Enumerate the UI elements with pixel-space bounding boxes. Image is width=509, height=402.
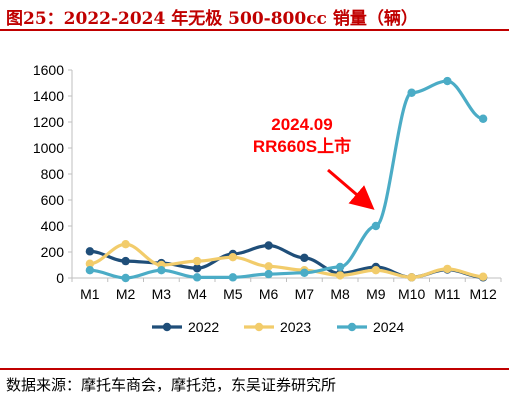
y-tick-label: 600 <box>41 192 65 208</box>
data-point-2024-M10 <box>407 88 416 97</box>
title-rule <box>0 29 509 31</box>
y-axis: 0 200 400 600 800 1000 1200 1400 1600 <box>33 62 73 286</box>
y-tick-label: 1200 <box>33 114 64 130</box>
legend: 2022 2023 2024 <box>152 319 404 335</box>
series-2023 <box>85 240 488 282</box>
x-tick-label: M3 <box>152 286 172 302</box>
legend-swatch-marker <box>347 322 357 332</box>
data-point-2023-M2 <box>121 240 130 249</box>
data-point-2024-M9 <box>371 221 381 231</box>
source-note: 数据来源：摩托车商会，摩托范，东吴证券研究所 <box>6 376 337 394</box>
data-point-2022-M1 <box>85 247 95 256</box>
data-point-2022-M4 <box>192 264 202 273</box>
x-tick-label: M5 <box>223 286 243 302</box>
data-point-2023-M10 <box>407 273 416 282</box>
annotation-arrow <box>327 168 375 210</box>
annotation-date: 2024.09 <box>271 115 332 134</box>
x-tick-label: M4 <box>187 286 207 302</box>
data-point-2024-M6 <box>264 269 273 279</box>
data-point-2023-M4 <box>192 256 202 266</box>
data-point-2024-M8 <box>335 262 345 272</box>
data-point-2022-M7 <box>300 253 309 263</box>
data-point-2023-M1 <box>85 259 95 268</box>
x-tick-label: M7 <box>295 286 315 302</box>
x-tick-label: M8 <box>330 286 350 302</box>
data-point-2024-M2 <box>121 273 130 283</box>
data-point-2024-M5 <box>228 273 238 282</box>
y-tick-label: 400 <box>41 218 65 234</box>
legend-item-2022: 2022 <box>152 319 219 335</box>
series-line-2024 <box>89 79 484 280</box>
data-point-2023-M12 <box>478 272 488 281</box>
y-tick-label: 0 <box>56 270 64 286</box>
data-point-2024-M12 <box>478 114 488 123</box>
legend-swatch-marker <box>254 322 264 332</box>
y-tick-label: 1400 <box>33 88 64 104</box>
data-point-2022-M2 <box>121 256 130 266</box>
x-tick-label: M10 <box>398 286 425 302</box>
data-point-2024-M4 <box>192 273 202 282</box>
x-tick-label: M6 <box>259 286 279 302</box>
data-point-2023-M8 <box>335 271 345 280</box>
data-point-2023-M5 <box>228 253 238 262</box>
annotation-event: RR660S上市 <box>253 136 351 156</box>
data-point-2023-M11 <box>443 264 452 274</box>
x-axis: M1 M2 M3 M4 M5 M6 M7 M8 M9 M10 M11 M12 <box>71 277 502 302</box>
data-point-2024-M1 <box>85 266 95 275</box>
legend-swatch-marker <box>162 322 172 332</box>
x-tick-label: M11 <box>434 286 460 302</box>
data-point-2024-M7 <box>300 268 309 277</box>
legend-item-2023: 2023 <box>244 319 311 335</box>
x-tick-label: M2 <box>116 286 136 302</box>
x-tick-label: M9 <box>366 286 386 302</box>
y-tick-label: 1600 <box>33 62 64 78</box>
data-point-2023-M6 <box>264 262 273 271</box>
legend-item-2024: 2024 <box>337 319 404 335</box>
y-tick-label: 800 <box>41 166 65 182</box>
legend-label-2024: 2024 <box>373 319 404 335</box>
legend-label-2022: 2022 <box>188 319 219 335</box>
source-rule <box>0 368 509 370</box>
x-tick-label: M1 <box>80 286 100 302</box>
x-tick-label: M12 <box>470 286 497 302</box>
annotation: 2024.09 RR660S上市 <box>253 115 375 210</box>
legend-label-2023: 2023 <box>280 319 311 335</box>
data-point-2022-M6 <box>264 241 273 250</box>
data-point-2024-M11 <box>443 76 452 86</box>
y-tick-label: 200 <box>41 244 65 260</box>
data-point-2023-M9 <box>371 266 381 275</box>
data-point-2024-M3 <box>157 266 166 275</box>
y-tick-label: 1000 <box>33 140 64 156</box>
figure-title: 图25：2022-2024 年无极 500-800cc 销量（辆） <box>6 9 418 29</box>
series-layer <box>85 76 488 283</box>
series-2024 <box>85 76 488 283</box>
